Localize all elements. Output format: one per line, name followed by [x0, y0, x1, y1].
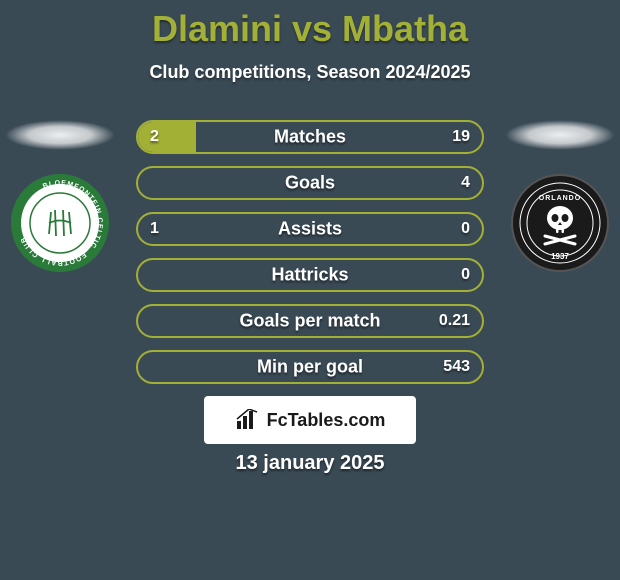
stat-value-right: 0	[461, 266, 470, 284]
stat-label: Goals per match	[239, 311, 380, 332]
right-team-panel: ORLANDO 1937	[500, 120, 620, 272]
stat-value-right: 0.21	[439, 312, 470, 330]
bar-fill-left	[138, 122, 196, 152]
stats-bars: Matches 2 19 Goals 4 Assists 1 0 Hattricks 0 Goals…	[136, 120, 484, 396]
stat-label: Goals	[285, 173, 335, 194]
date-label: 13 january 2025	[236, 452, 385, 475]
stat-value-left: 2	[150, 128, 159, 146]
crest-left-svg: BLOEMFONTEIN CELTIC FOOTBALL CLUB	[11, 174, 109, 272]
stat-row: Min per goal 543	[136, 350, 484, 384]
stat-label: Min per goal	[257, 357, 363, 378]
page-title: Dlamini vs Mbatha	[0, 0, 620, 50]
stat-value-left: 1	[150, 220, 159, 238]
stat-value-right: 4	[461, 174, 470, 192]
stat-row: Matches 2 19	[136, 120, 484, 154]
crest-year: 1937	[551, 252, 569, 261]
stat-label: Matches	[274, 127, 346, 148]
chart-icon	[235, 409, 261, 431]
stat-label: Assists	[278, 219, 342, 240]
left-team-crest: BLOEMFONTEIN CELTIC FOOTBALL CLUB	[11, 174, 109, 272]
highlight-ellipse	[505, 120, 615, 150]
stat-row: Hattricks 0	[136, 258, 484, 292]
stat-row: Goals per match 0.21	[136, 304, 484, 338]
stat-value-right: 19	[452, 128, 470, 146]
stat-row: Goals 4	[136, 166, 484, 200]
branding-box: FcTables.com	[204, 396, 416, 444]
branding-text: FcTables.com	[267, 410, 386, 431]
stat-value-right: 0	[461, 220, 470, 238]
svg-text:ORLANDO: ORLANDO	[539, 195, 581, 202]
left-team-panel: BLOEMFONTEIN CELTIC FOOTBALL CLUB	[0, 120, 120, 272]
right-team-crest: ORLANDO 1937	[511, 174, 609, 272]
highlight-ellipse	[5, 120, 115, 150]
subtitle: Club competitions, Season 2024/2025	[0, 62, 620, 83]
stat-row: Assists 1 0	[136, 212, 484, 246]
crest-right-svg: ORLANDO 1937	[511, 174, 609, 272]
stat-label: Hattricks	[271, 265, 348, 286]
stat-value-right: 543	[443, 358, 470, 376]
